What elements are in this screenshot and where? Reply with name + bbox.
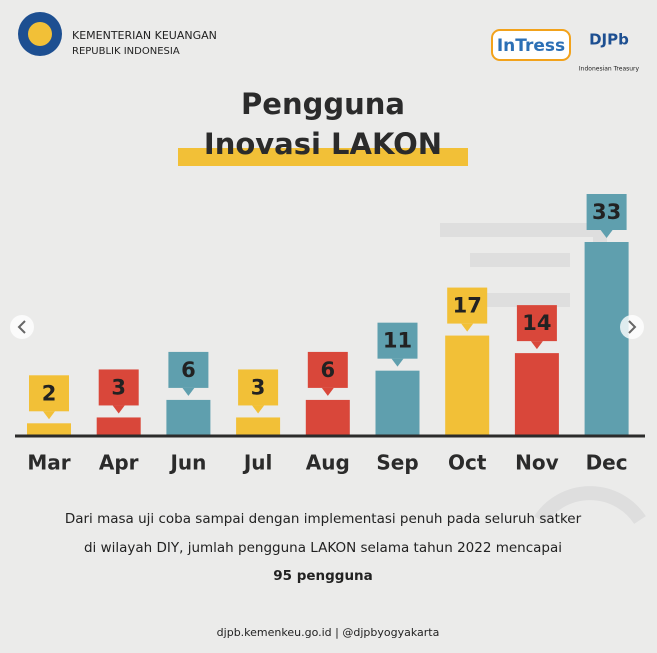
value-label: 6 [320, 358, 335, 382]
description: di wilayah DIY, jumlah pengguna LAKON se… [84, 540, 562, 556]
prev-button[interactable] [10, 315, 34, 339]
bar [584, 242, 629, 435]
kemenkeu-logo-inner [28, 22, 52, 46]
bar [375, 370, 420, 435]
value-label: 6 [181, 358, 196, 382]
value-label-pointer [182, 387, 195, 396]
x-tick-label: Jul [242, 451, 273, 475]
djpb-logo: DJPb [589, 31, 629, 49]
next-icon [628, 320, 637, 334]
value-label-box [307, 351, 348, 388]
org-country: REPUBLIK INDONESIA [72, 46, 180, 57]
bar [27, 423, 71, 435]
value-label-pointer [321, 387, 334, 396]
next-button[interactable] [620, 315, 644, 339]
value-label: 3 [251, 375, 266, 399]
chart-title: Inovasi LAKON [204, 127, 442, 161]
org-name: KEMENTERIAN KEUANGAN [72, 29, 217, 42]
bar [445, 335, 490, 435]
value-label: 33 [592, 200, 621, 224]
x-tick-label: Sep [376, 451, 418, 475]
prev-icon [17, 320, 26, 334]
bar [96, 417, 141, 435]
footer: djpb.kemenkeu.go.id | @djpbyogyakarta [217, 626, 440, 639]
value-label-box [98, 369, 139, 406]
x-tick-label: Apr [99, 451, 139, 475]
value-label-pointer [252, 405, 265, 414]
value-label-pointer [530, 341, 543, 350]
description-total: 95 pengguna [273, 568, 373, 584]
value-label: 11 [383, 329, 412, 353]
value-label-pointer [43, 411, 55, 420]
value-label-box [586, 194, 627, 230]
chart-title: Pengguna [241, 87, 405, 121]
intress-text: InTress [497, 36, 565, 56]
value-label-box [238, 369, 279, 406]
value-label-box [516, 305, 557, 342]
x-tick-label: Mar [27, 451, 70, 475]
value-label: 2 [42, 381, 57, 405]
value-label-box [447, 287, 488, 324]
djpb-sub: Indonesian Treasury [579, 66, 640, 73]
value-label: 17 [453, 294, 482, 318]
x-tick-label: Jun [168, 451, 206, 475]
value-label-box [377, 322, 418, 359]
value-label-box [168, 351, 209, 388]
value-label-pointer [461, 323, 474, 332]
description: Dari masa uji coba sampai dengan impleme… [65, 511, 582, 527]
value-label-box [29, 375, 69, 412]
intress-logo [491, 29, 571, 61]
value-label: 3 [111, 375, 126, 399]
value-label: 14 [522, 311, 551, 335]
x-tick-label: Oct [448, 451, 487, 475]
x-tick-label: Nov [515, 451, 559, 475]
bar [166, 399, 211, 435]
bar [305, 399, 350, 435]
bar [514, 353, 559, 435]
x-tick-label: Aug [306, 451, 350, 475]
bar [236, 417, 281, 435]
x-tick-label: Dec [586, 451, 628, 475]
title-highlight [178, 148, 468, 166]
bar-chart: 2 Mar 3 Apr 6 Jun 3 Jul 6 Aug 11 Sep 17 Oct 14 Nov 33 Dec [27, 194, 629, 475]
value-label-pointer [112, 405, 125, 414]
value-label-pointer [600, 230, 613, 238]
value-label-pointer [391, 358, 404, 367]
